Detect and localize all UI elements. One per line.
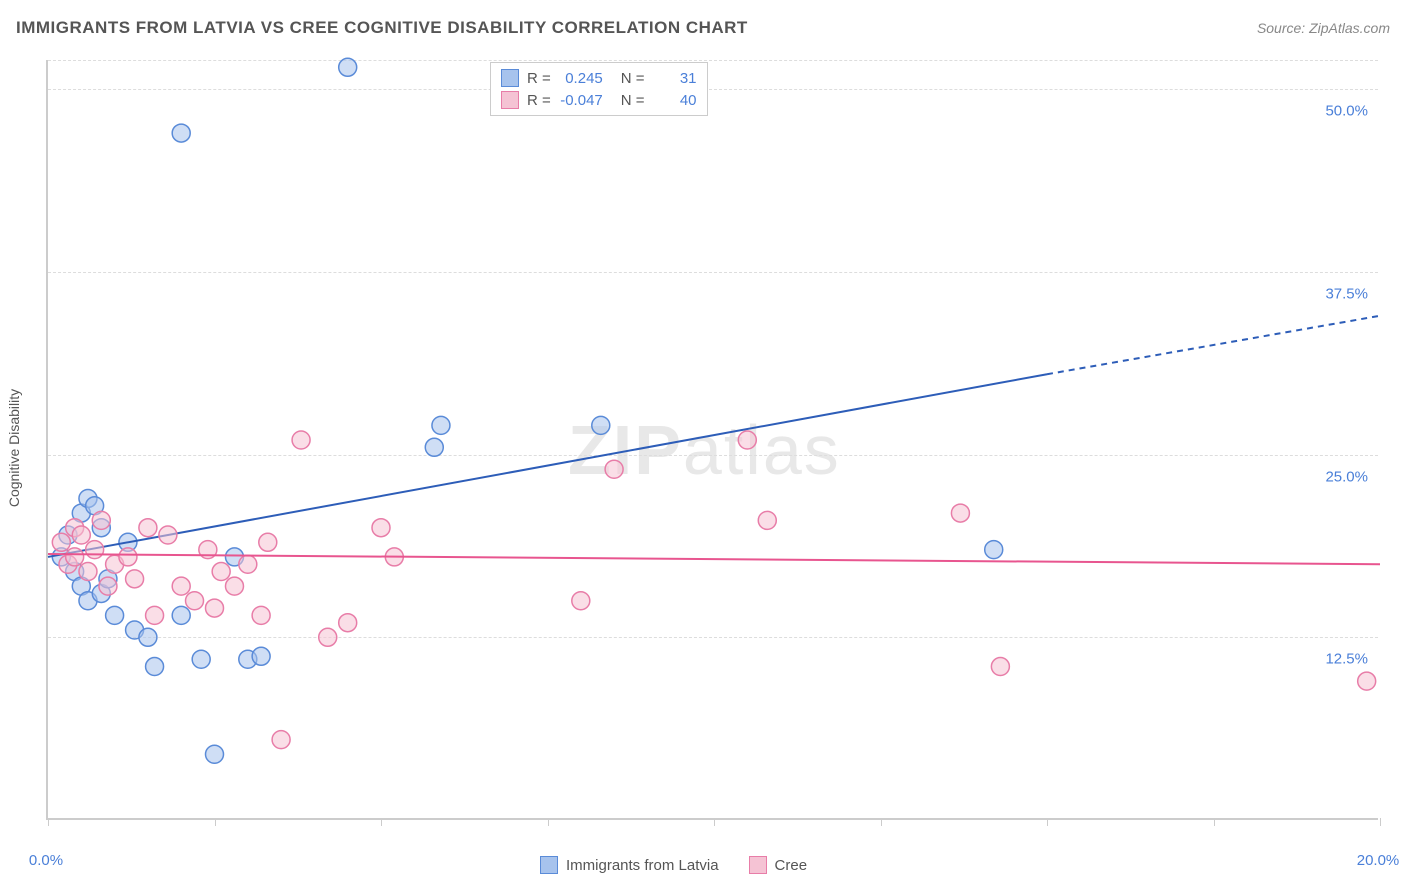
legend-swatch (749, 856, 767, 874)
data-point (372, 519, 390, 537)
data-point (79, 563, 97, 581)
chart-container: IMMIGRANTS FROM LATVIA VS CREE COGNITIVE… (0, 0, 1406, 892)
chart-svg (48, 60, 1378, 818)
data-point (1358, 672, 1376, 690)
plot-area: ZIPatlas 12.5%25.0%37.5%50.0% (46, 60, 1378, 820)
x-tick-label: 20.0% (1357, 852, 1400, 869)
legend-series: Immigrants from Latvia Cree (540, 856, 807, 874)
r-label: R = (527, 70, 551, 87)
n-label: N = (621, 92, 645, 109)
x-tick (1214, 818, 1215, 826)
n-value: 40 (653, 92, 697, 109)
data-point (146, 606, 164, 624)
data-point (592, 416, 610, 434)
data-point (106, 606, 124, 624)
data-point (339, 614, 357, 632)
legend-swatch (501, 69, 519, 87)
header: IMMIGRANTS FROM LATVIA VS CREE COGNITIVE… (16, 18, 1390, 38)
r-value: 0.245 (559, 70, 603, 87)
data-point (951, 504, 969, 522)
legend-swatch (540, 856, 558, 874)
x-tick (548, 818, 549, 826)
x-tick (381, 818, 382, 826)
data-point (139, 519, 157, 537)
data-point (991, 658, 1009, 676)
data-point (259, 533, 277, 551)
source-name: ZipAtlas.com (1309, 20, 1390, 36)
data-point (186, 592, 204, 610)
data-point (52, 533, 70, 551)
x-tick-label: 0.0% (29, 852, 63, 869)
source-attribution: Source: ZipAtlas.com (1257, 20, 1390, 36)
data-point (172, 124, 190, 142)
trend-line-extrapolated (1047, 316, 1380, 374)
data-point (146, 658, 164, 676)
data-point (738, 431, 756, 449)
trend-line (48, 374, 1047, 557)
legend-label: Immigrants from Latvia (566, 857, 719, 874)
data-point (985, 541, 1003, 559)
data-point (206, 599, 224, 617)
legend-stat-row: R = 0.245 N = 31 (501, 67, 697, 89)
data-point (292, 431, 310, 449)
x-tick (1380, 818, 1381, 826)
data-point (572, 592, 590, 610)
data-point (72, 526, 90, 544)
legend-item: Cree (749, 856, 808, 874)
data-point (92, 511, 110, 529)
data-point (172, 606, 190, 624)
data-point (66, 548, 84, 566)
source-prefix: Source: (1257, 20, 1309, 36)
chart-title: IMMIGRANTS FROM LATVIA VS CREE COGNITIVE… (16, 18, 748, 38)
data-point (212, 563, 230, 581)
data-point (319, 628, 337, 646)
data-point (119, 548, 137, 566)
data-point (239, 555, 257, 573)
data-point (192, 650, 210, 668)
r-value: -0.047 (559, 92, 603, 109)
data-point (252, 647, 270, 665)
y-axis-label: Cognitive Disability (6, 389, 22, 507)
data-point (425, 438, 443, 456)
data-point (252, 606, 270, 624)
legend-stat-row: R = -0.047 N = 40 (501, 89, 697, 111)
data-point (225, 577, 243, 595)
data-point (758, 511, 776, 529)
data-point (272, 731, 290, 749)
n-label: N = (621, 70, 645, 87)
legend-label: Cree (775, 857, 808, 874)
legend-swatch (501, 91, 519, 109)
data-point (86, 541, 104, 559)
legend-stats-box: R = 0.245 N = 31 R = -0.047 N = 40 (490, 62, 708, 116)
data-point (159, 526, 177, 544)
r-label: R = (527, 92, 551, 109)
data-point (432, 416, 450, 434)
y-tick-label: 50.0% (1325, 103, 1368, 120)
y-tick-label: 37.5% (1325, 285, 1368, 302)
y-tick-label: 12.5% (1325, 651, 1368, 668)
x-tick (215, 818, 216, 826)
data-point (126, 570, 144, 588)
legend-item: Immigrants from Latvia (540, 856, 719, 874)
data-point (206, 745, 224, 763)
data-point (139, 628, 157, 646)
x-tick (881, 818, 882, 826)
n-value: 31 (653, 70, 697, 87)
data-point (605, 460, 623, 478)
x-tick (48, 818, 49, 826)
x-tick (1047, 818, 1048, 826)
data-point (172, 577, 190, 595)
y-tick-label: 25.0% (1325, 468, 1368, 485)
data-point (339, 58, 357, 76)
x-tick (714, 818, 715, 826)
data-point (99, 577, 117, 595)
